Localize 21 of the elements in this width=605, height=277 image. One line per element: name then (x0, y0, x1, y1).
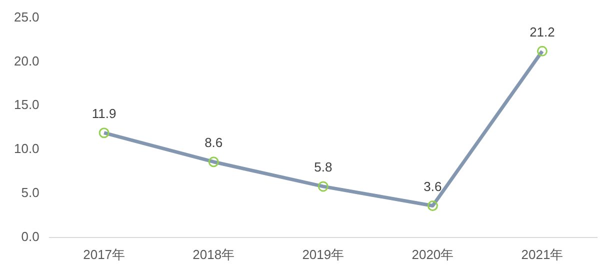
point (427, 200, 438, 212)
data-label: 8.6 (204, 134, 223, 150)
x-tick-label: 2021年 (521, 246, 564, 262)
y-tick-label: 5.0 (21, 185, 40, 200)
x-tick-label: 2018年 (192, 246, 235, 262)
data-label: 21.2 (530, 24, 555, 40)
x-tick-label: 2019年 (302, 246, 344, 262)
point (318, 181, 328, 192)
y-tick-label: 25.0 (14, 9, 40, 24)
x-tick-label: 2017年 (83, 246, 126, 262)
data-label: 5.8 (314, 160, 332, 175)
data-label: 11.9 (92, 106, 116, 121)
point (98, 128, 110, 138)
y-tick-label: 10.0 (14, 141, 40, 156)
x-tick-label: 2020年 (412, 246, 454, 262)
point (536, 46, 548, 56)
y-tick-label: 20.0 (14, 53, 40, 68)
point (208, 156, 219, 168)
y-tick-label: 15.0 (14, 97, 40, 112)
y-tick-label: 0.0 (21, 228, 40, 244)
data-label: 3.6 (424, 178, 442, 194)
